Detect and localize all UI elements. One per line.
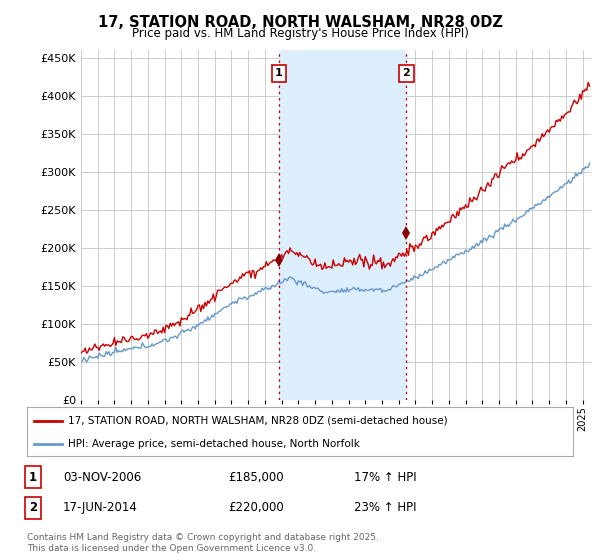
Text: 17, STATION ROAD, NORTH WALSHAM, NR28 0DZ (semi-detached house): 17, STATION ROAD, NORTH WALSHAM, NR28 0D… (68, 416, 448, 426)
Text: Contains HM Land Registry data © Crown copyright and database right 2025.
This d: Contains HM Land Registry data © Crown c… (27, 533, 379, 553)
Text: 1: 1 (29, 470, 37, 484)
Text: Price paid vs. HM Land Registry's House Price Index (HPI): Price paid vs. HM Land Registry's House … (131, 27, 469, 40)
Text: 17-JUN-2014: 17-JUN-2014 (63, 501, 138, 515)
Text: HPI: Average price, semi-detached house, North Norfolk: HPI: Average price, semi-detached house,… (68, 439, 360, 449)
Text: 17, STATION ROAD, NORTH WALSHAM, NR28 0DZ: 17, STATION ROAD, NORTH WALSHAM, NR28 0D… (98, 15, 502, 30)
Text: 2: 2 (29, 501, 37, 515)
Text: 23% ↑ HPI: 23% ↑ HPI (354, 501, 416, 515)
Text: 2: 2 (403, 68, 410, 78)
Text: £185,000: £185,000 (228, 470, 284, 484)
Text: 03-NOV-2006: 03-NOV-2006 (63, 470, 141, 484)
Bar (279, 50, 406, 400)
Text: 17% ↑ HPI: 17% ↑ HPI (354, 470, 416, 484)
Text: £220,000: £220,000 (228, 501, 284, 515)
Text: 1: 1 (275, 68, 283, 78)
